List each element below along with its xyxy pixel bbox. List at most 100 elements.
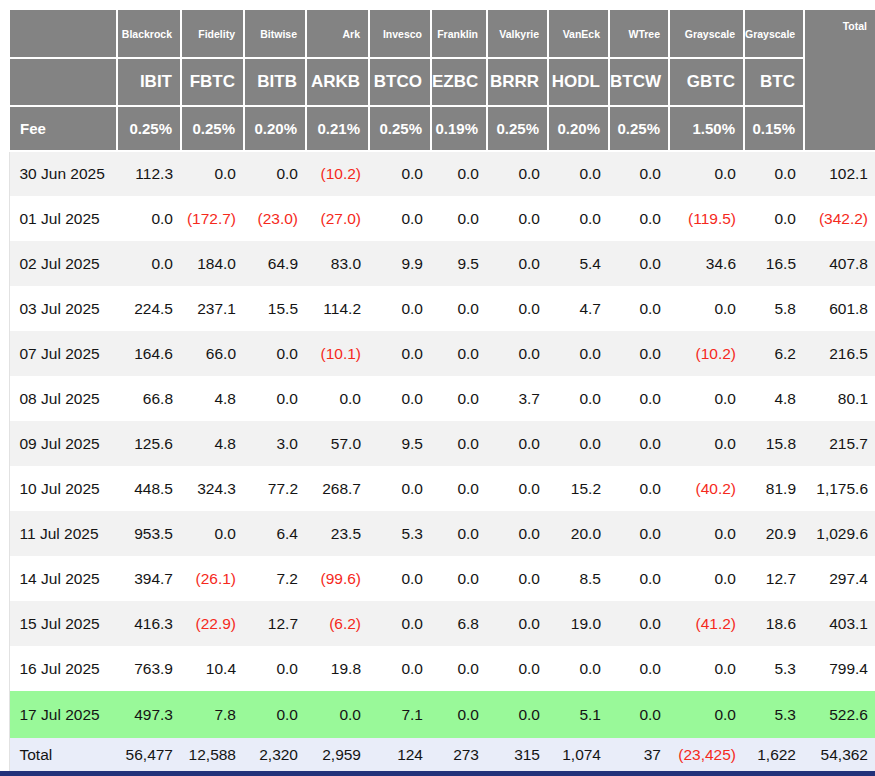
value-cell: 0.0	[669, 151, 744, 196]
value-cell: 0.0	[117, 241, 181, 286]
provider-cell: Ark	[306, 9, 369, 58]
value-cell: 0.0	[609, 241, 669, 286]
value-cell: 0.0	[306, 376, 369, 421]
value-cell: 102.1	[804, 151, 875, 196]
value-cell: 16.5	[744, 241, 804, 286]
value-cell: 9.9	[369, 241, 431, 286]
value-cell: 0.0	[181, 511, 244, 556]
value-cell: 0.0	[369, 556, 431, 601]
value-cell: 0.0	[744, 196, 804, 241]
value-cell: 0.0	[548, 421, 609, 466]
value-cell: 0.0	[431, 691, 487, 738]
value-cell: 20.9	[744, 511, 804, 556]
value-cell: 0.0	[244, 646, 306, 691]
value-cell: 448.5	[117, 466, 181, 511]
value-cell: 0.0	[669, 421, 744, 466]
value-cell: 83.0	[306, 241, 369, 286]
value-cell: 4.7	[548, 286, 609, 331]
fee-cell: 0.15%	[744, 106, 804, 151]
bottom-accent-bar	[0, 771, 875, 776]
value-cell: 403.1	[804, 601, 875, 646]
etf-flow-table-container: BlackrockFidelityBitwiseArkInvescoFrankl…	[8, 8, 875, 772]
table-row: 01 Jul 20250.0(172.7)(23.0)(27.0)0.00.00…	[9, 196, 875, 241]
value-cell: 66.8	[117, 376, 181, 421]
value-cell: (119.5)	[669, 196, 744, 241]
date-cell: 15 Jul 2025	[9, 601, 117, 646]
value-cell: 15.5	[244, 286, 306, 331]
value-cell: 164.6	[117, 331, 181, 376]
value-cell: (342.2)	[804, 196, 875, 241]
value-cell: 0.0	[609, 511, 669, 556]
value-cell: 0.0	[609, 286, 669, 331]
provider-cell: Blackrock	[117, 9, 181, 58]
value-cell: 0.0	[369, 196, 431, 241]
date-cell: 08 Jul 2025	[9, 376, 117, 421]
fee-cell: 0.19%	[431, 106, 487, 151]
value-cell: 0.0	[117, 196, 181, 241]
table-body: 30 Jun 2025112.30.00.0(10.2)0.00.00.00.0…	[9, 151, 875, 772]
fee-cell: 0.25%	[369, 106, 431, 151]
corner-cell	[9, 9, 117, 58]
value-cell: 5.1	[548, 691, 609, 738]
table-row: 11 Jul 2025953.50.06.423.55.30.00.020.00…	[9, 511, 875, 556]
total-value-cell: 2,959	[306, 738, 369, 772]
value-cell: 0.0	[548, 151, 609, 196]
fee-cell: 0.21%	[306, 106, 369, 151]
value-cell: 6.4	[244, 511, 306, 556]
value-cell: 23.5	[306, 511, 369, 556]
ticker-cell: BTCW	[609, 58, 669, 106]
value-cell: 0.0	[669, 511, 744, 556]
value-cell: 1,175.6	[804, 466, 875, 511]
ticker-cell: BTCO	[369, 58, 431, 106]
table-row: 08 Jul 202566.84.80.00.00.00.03.70.00.00…	[9, 376, 875, 421]
value-cell: 0.0	[669, 286, 744, 331]
value-cell: 0.0	[487, 331, 548, 376]
date-cell: 30 Jun 2025	[9, 151, 117, 196]
date-cell: 03 Jul 2025	[9, 286, 117, 331]
total-header-cell: Total	[804, 9, 875, 151]
value-cell: 0.0	[609, 421, 669, 466]
value-cell: 0.0	[431, 646, 487, 691]
value-cell: 5.3	[369, 511, 431, 556]
value-cell: 237.1	[181, 286, 244, 331]
value-cell: 0.0	[548, 646, 609, 691]
value-cell: 7.1	[369, 691, 431, 738]
value-cell: 125.6	[117, 421, 181, 466]
provider-cell: Grayscale	[744, 9, 804, 58]
value-cell: 0.0	[244, 376, 306, 421]
value-cell: 0.0	[548, 376, 609, 421]
value-cell: 4.8	[744, 376, 804, 421]
fee-label-cell: Fee	[9, 106, 117, 151]
provider-cell: Invesco	[369, 9, 431, 58]
value-cell: 19.0	[548, 601, 609, 646]
value-cell: 66.0	[181, 331, 244, 376]
value-cell: (6.2)	[306, 601, 369, 646]
date-cell: 09 Jul 2025	[9, 421, 117, 466]
total-value-cell: 124	[369, 738, 431, 772]
ticker-cell: BITB	[244, 58, 306, 106]
value-cell: 15.2	[548, 466, 609, 511]
ticker-cell: ARKB	[306, 58, 369, 106]
value-cell: 15.8	[744, 421, 804, 466]
value-cell: 114.2	[306, 286, 369, 331]
value-cell: 3.0	[244, 421, 306, 466]
value-cell: 19.8	[306, 646, 369, 691]
value-cell: 4.8	[181, 421, 244, 466]
value-cell: 0.0	[431, 511, 487, 556]
value-cell: 6.2	[744, 331, 804, 376]
value-cell: 0.0	[487, 421, 548, 466]
value-cell: 216.5	[804, 331, 875, 376]
value-cell: 0.0	[669, 376, 744, 421]
fee-header-row: Fee0.25%0.25%0.20%0.21%0.25%0.19%0.25%0.…	[9, 106, 875, 151]
total-value-cell: 56,477	[117, 738, 181, 772]
value-cell: 34.6	[669, 241, 744, 286]
value-cell: 0.0	[609, 556, 669, 601]
value-cell: 80.1	[804, 376, 875, 421]
value-cell: 0.0	[431, 556, 487, 601]
total-value-cell: 315	[487, 738, 548, 772]
etf-flow-table: BlackrockFidelityBitwiseArkInvescoFrankl…	[8, 8, 875, 772]
value-cell: 81.9	[744, 466, 804, 511]
value-cell: 9.5	[431, 241, 487, 286]
value-cell: 0.0	[369, 466, 431, 511]
value-cell: 0.0	[181, 151, 244, 196]
